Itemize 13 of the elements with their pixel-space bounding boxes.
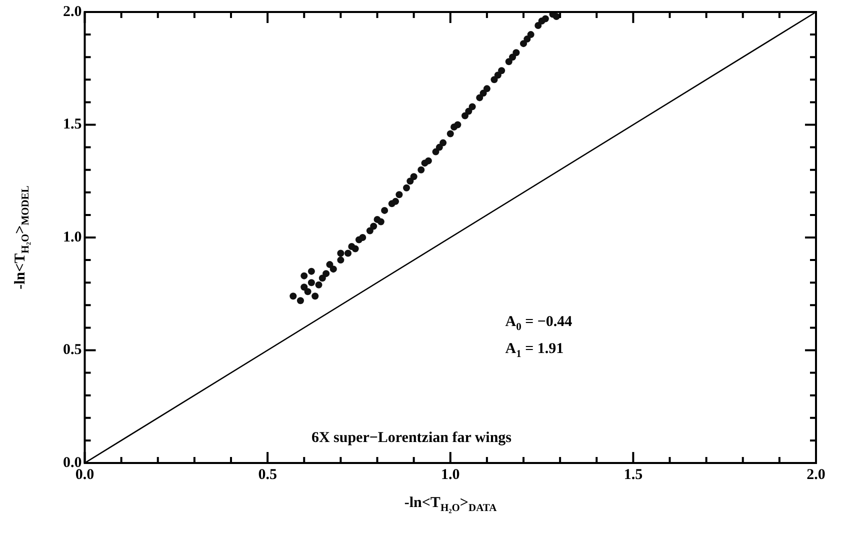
x-tick-label: 1.5	[624, 466, 643, 483]
x-axis-title: -ln<T$_{H₂O}$>$_{DATA}$	[404, 495, 497, 514]
y-tick-label: 1.5	[63, 116, 82, 133]
annotation: A$_{1}$ = 1.91	[505, 340, 564, 360]
y-tick-label: 2.0	[63, 4, 82, 20]
annotation: A$_{0}$ = −0.44	[505, 314, 572, 333]
x-tick-label: 0.5	[258, 466, 277, 483]
x-tick-label: 2.0	[806, 466, 826, 483]
x-tick-label: 1.0	[441, 466, 460, 483]
y-tick-label: 0.5	[63, 342, 82, 358]
y-tick-label: 1.0	[63, 229, 82, 246]
annotation: 6X super−Lorentzian far wings	[311, 430, 512, 447]
x-tick-label: 0.0	[75, 466, 94, 483]
